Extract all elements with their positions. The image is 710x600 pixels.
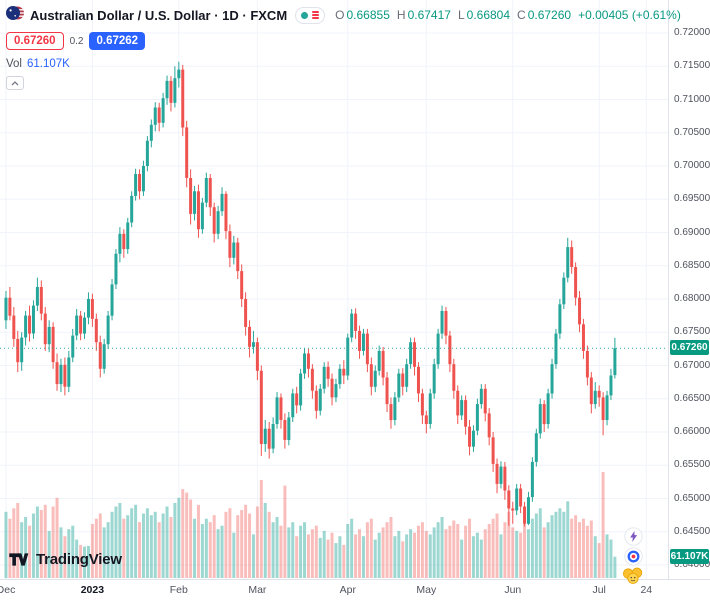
- price-tick-label: 0.72000: [674, 27, 710, 38]
- candles: [4, 61, 617, 527]
- low-label: L: [457, 8, 465, 22]
- market-status-pill[interactable]: [295, 6, 326, 24]
- price-tick-label: 0.69500: [674, 193, 710, 205]
- price-tick-label: 0.66500: [674, 392, 710, 404]
- time-tick-label: Jun: [504, 584, 522, 596]
- sell-price-button[interactable]: 0.67260: [6, 32, 64, 50]
- open-label: O: [335, 8, 345, 22]
- time-tick-label: Jul: [592, 584, 606, 596]
- close-label: C: [517, 8, 526, 22]
- time-tick-label: Apr: [339, 584, 356, 596]
- price-tick-label: 0.68500: [674, 259, 710, 271]
- boost-button[interactable]: [623, 527, 643, 546]
- time-tick-label: 2023: [80, 584, 105, 596]
- gridlines: [0, 0, 668, 580]
- price-tick-label: 0.68000: [674, 293, 710, 304]
- volume-legend-row: Vol 61.107K: [6, 58, 681, 70]
- price-scale[interactable]: 0.72000 0.71500 0.71000 0.70500 0.70000 0.695…: [668, 0, 710, 580]
- floating-action-buttons: [620, 527, 646, 585]
- price-tick-label: 0.65000: [674, 492, 710, 504]
- collapse-pane-button[interactable]: [6, 76, 24, 90]
- high-label: H: [396, 8, 406, 22]
- time-tick-label: Mar: [248, 584, 267, 596]
- time-tick-label: Feb: [169, 584, 188, 596]
- ohlc-readout: O 0.66855 H 0.67417 L 0.66804 C 0.67260 +0.0…: [335, 8, 681, 22]
- volume-bars: [4, 472, 617, 579]
- spread-value: 0.2: [65, 33, 88, 49]
- bullseye-icon: [623, 547, 643, 566]
- price-tick-label: 0.64000: [674, 559, 710, 570]
- tradingview-mark-icon: [9, 553, 29, 566]
- time-scale[interactable]: Dec 2023 Feb Mar Apr May Jun Jul 24: [0, 579, 710, 600]
- symbol-title[interactable]: Australian Dollar / U.S. Dollar · 1D · F…: [30, 7, 288, 23]
- volume-indicator-value: 61.107K: [27, 58, 70, 70]
- volume-value-label: 61.107K: [670, 548, 709, 564]
- buy-price-button[interactable]: 0.67262: [89, 32, 146, 50]
- symbol-row: Australian Dollar / U.S. Dollar · 1D · F…: [6, 5, 681, 25]
- target-button[interactable]: [623, 547, 643, 566]
- change-value: +0.00405 (+0.61%): [578, 8, 681, 22]
- tradingview-logo-text: TradingView: [36, 551, 122, 568]
- delayed-data-icon: [312, 11, 320, 19]
- price-tick-label: 0.71500: [674, 60, 710, 72]
- candlestick-chart[interactable]: [0, 0, 668, 580]
- price-tick-label: 0.67000: [674, 359, 710, 371]
- close-value: 0.67260: [527, 8, 572, 22]
- pane-controls-row: [6, 76, 681, 90]
- price-tick-label: 0.69000: [674, 226, 710, 238]
- price-tick-label: 0.65500: [674, 459, 710, 471]
- emoji-faces-icon: [623, 567, 643, 584]
- symbol-pair-icon: [6, 4, 24, 27]
- low-value: 0.66804: [466, 8, 511, 22]
- time-tick-label: May: [416, 584, 437, 596]
- buy-sell-row: 0.67260 0.2 0.67262: [6, 32, 681, 50]
- chevron-up-icon: [11, 80, 19, 85]
- tradingview-logo[interactable]: TradingView: [8, 551, 122, 568]
- high-value: 0.67417: [407, 8, 451, 22]
- price-tick-label: 0.71000: [674, 93, 710, 105]
- chart-header: Australian Dollar / U.S. Dollar · 1D · F…: [6, 5, 681, 90]
- price-tick-label: 0.70500: [674, 126, 710, 138]
- lightning-icon: [623, 527, 643, 546]
- price-tick-label: 0.70000: [674, 160, 710, 171]
- reactions-button[interactable]: [621, 567, 645, 585]
- market-open-dot-icon: [301, 11, 309, 19]
- volume-indicator-label[interactable]: Vol: [6, 58, 22, 70]
- time-tick-label: Dec: [0, 584, 16, 596]
- price-tick-label: 0.67500: [674, 326, 710, 338]
- last-price-label: 0.67260: [670, 340, 709, 356]
- chart-pane[interactable]: [0, 0, 668, 580]
- price-tick-label: 0.64500: [674, 525, 710, 537]
- price-tick-label: 0.66000: [674, 426, 710, 437]
- open-value: 0.66855: [346, 8, 390, 22]
- time-tick-label: 24: [640, 584, 653, 596]
